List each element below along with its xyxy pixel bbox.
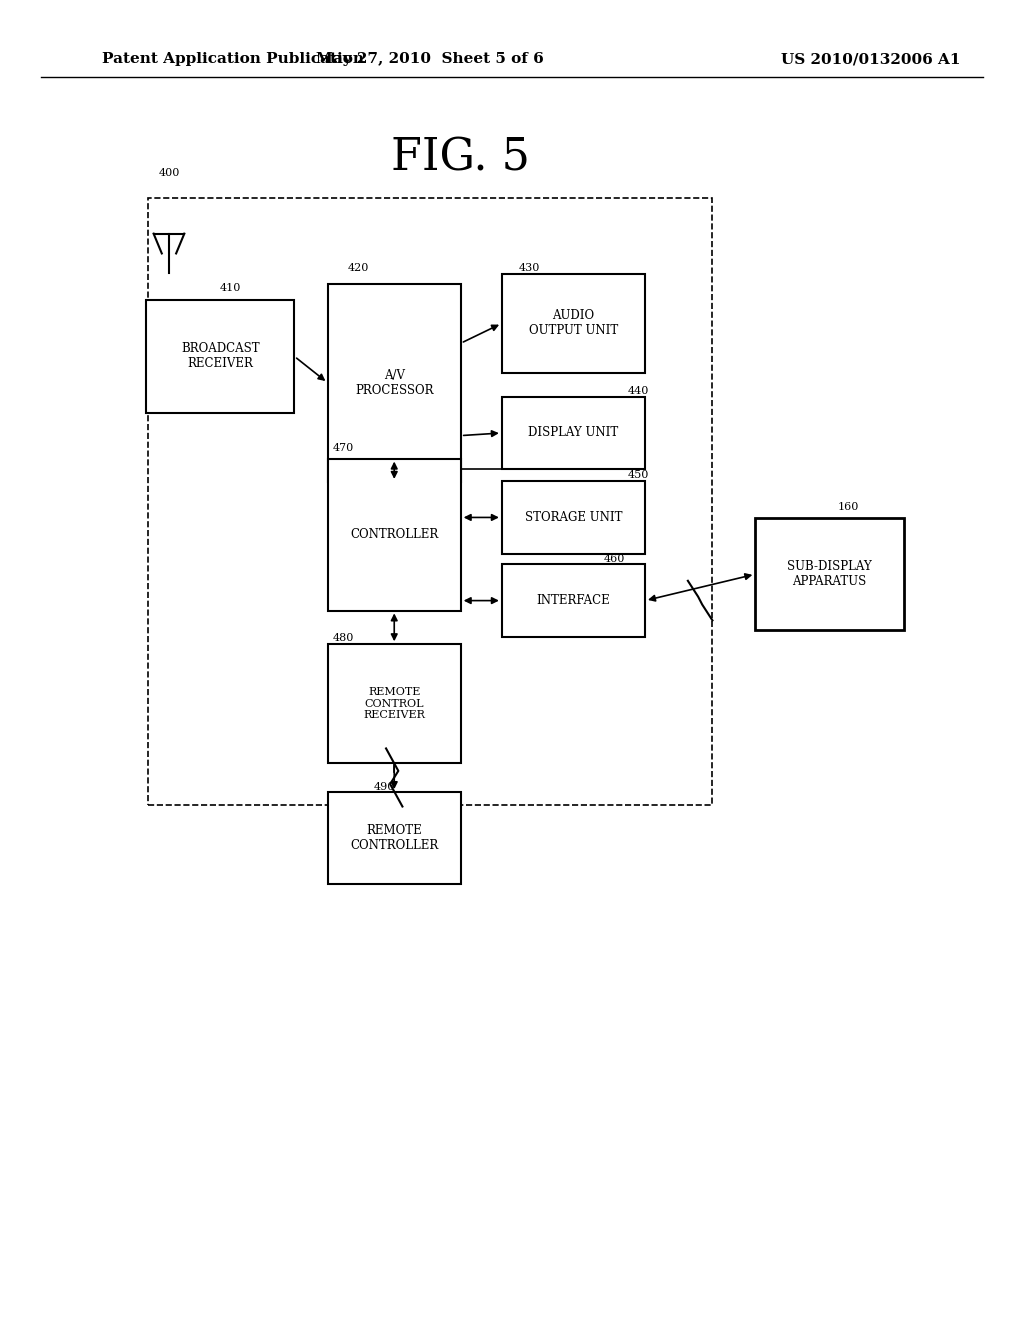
Text: 490: 490 — [374, 781, 395, 792]
Text: FIG. 5: FIG. 5 — [391, 137, 530, 180]
FancyBboxPatch shape — [328, 459, 461, 610]
Text: 480: 480 — [333, 632, 354, 643]
Text: STORAGE UNIT: STORAGE UNIT — [524, 511, 623, 524]
Text: 470: 470 — [333, 442, 354, 453]
Text: CONTROLLER: CONTROLLER — [350, 528, 438, 541]
Text: DISPLAY UNIT: DISPLAY UNIT — [528, 426, 618, 440]
Text: A/V
PROCESSOR: A/V PROCESSOR — [355, 368, 433, 397]
Text: Patent Application Publication: Patent Application Publication — [102, 53, 365, 66]
FancyBboxPatch shape — [756, 519, 904, 631]
Text: INTERFACE: INTERFACE — [537, 594, 610, 607]
Text: 400: 400 — [159, 168, 180, 178]
FancyBboxPatch shape — [328, 644, 461, 763]
Text: AUDIO
OUTPUT UNIT: AUDIO OUTPUT UNIT — [528, 309, 618, 338]
FancyBboxPatch shape — [328, 792, 461, 884]
Text: 460: 460 — [604, 553, 626, 564]
FancyBboxPatch shape — [328, 284, 461, 482]
Text: May 27, 2010  Sheet 5 of 6: May 27, 2010 Sheet 5 of 6 — [316, 53, 544, 66]
FancyBboxPatch shape — [502, 396, 645, 469]
Text: REMOTE
CONTROLLER: REMOTE CONTROLLER — [350, 824, 438, 853]
Text: 430: 430 — [519, 263, 541, 273]
FancyBboxPatch shape — [502, 564, 645, 636]
Text: 440: 440 — [628, 385, 649, 396]
FancyBboxPatch shape — [502, 480, 645, 554]
FancyBboxPatch shape — [146, 301, 295, 412]
Text: 450: 450 — [628, 470, 649, 480]
FancyBboxPatch shape — [502, 275, 645, 372]
Text: SUB-DISPLAY
APPARATUS: SUB-DISPLAY APPARATUS — [787, 560, 871, 589]
Text: 420: 420 — [348, 263, 370, 273]
Text: 410: 410 — [220, 282, 242, 293]
Text: 160: 160 — [838, 502, 859, 512]
Text: REMOTE
CONTROL
RECEIVER: REMOTE CONTROL RECEIVER — [364, 686, 425, 721]
Text: BROADCAST
RECEIVER: BROADCAST RECEIVER — [181, 342, 259, 371]
Text: US 2010/0132006 A1: US 2010/0132006 A1 — [780, 53, 961, 66]
